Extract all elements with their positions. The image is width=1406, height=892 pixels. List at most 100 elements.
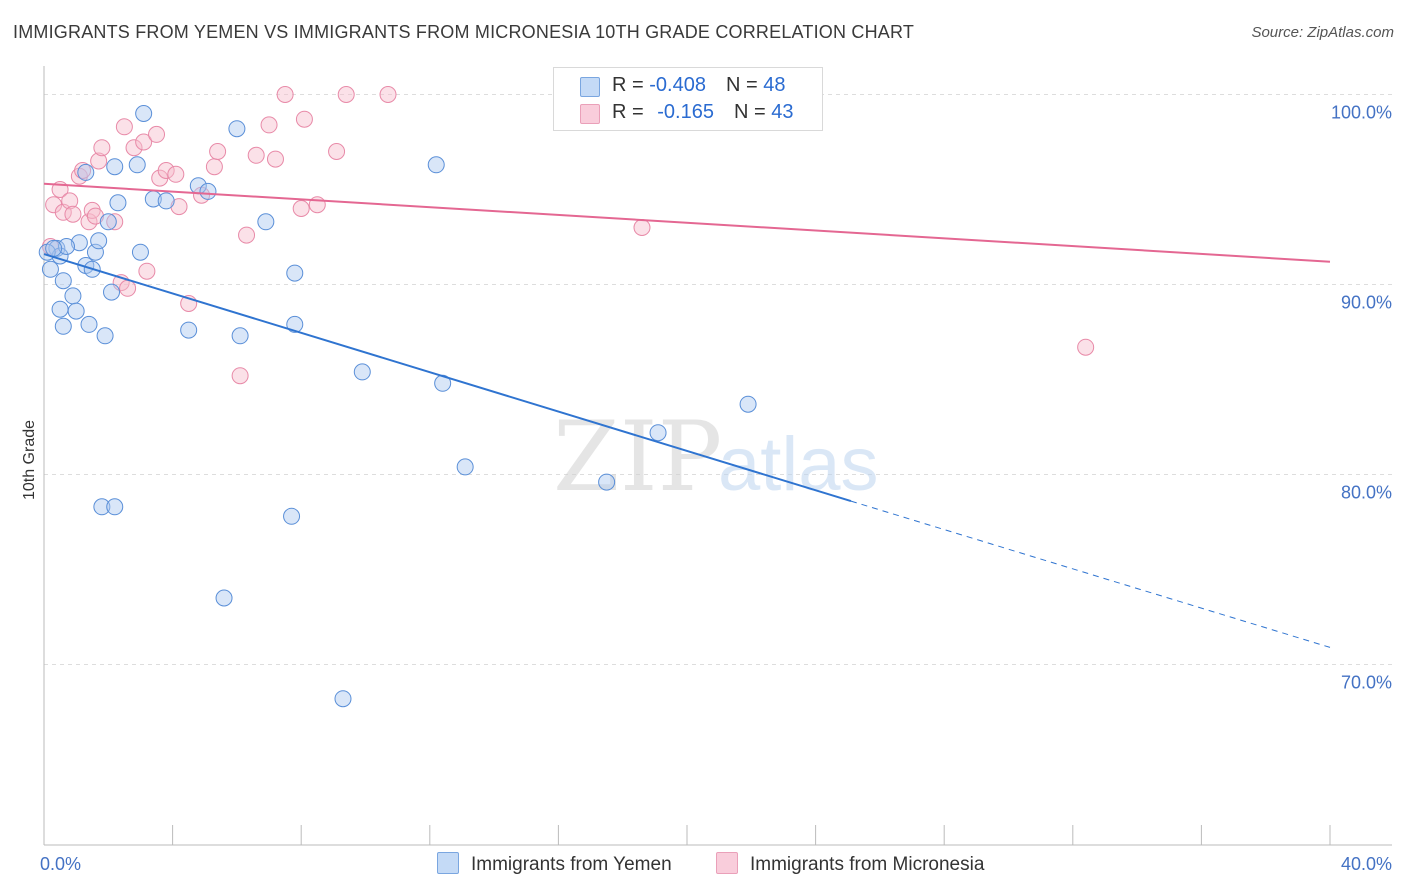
yemen-point	[80, 315, 98, 333]
micronesia-point	[231, 367, 249, 385]
bottom-legend: Immigrants from Yemen Immigrants from Mi…	[0, 852, 1406, 878]
yemen-trend-extension	[850, 500, 1331, 648]
legend-row-micronesia: R = -0.165 N = 43	[554, 101, 822, 127]
yemen-point	[135, 105, 153, 122]
legend-n-value: 43	[771, 101, 794, 123]
micronesia-point	[266, 150, 284, 168]
yemen-point	[128, 156, 146, 174]
micronesia-point	[633, 219, 651, 236]
yemen-point	[64, 287, 82, 305]
yemen-point	[215, 589, 233, 607]
yemen-point	[67, 302, 85, 320]
micronesia-point	[328, 143, 346, 160]
legend-r-label: R =	[612, 101, 650, 123]
yemen-point	[99, 213, 117, 231]
legend: R = -0.408 N = 48 R = -0.165 N = 43	[553, 67, 823, 131]
yemen-point	[286, 264, 304, 282]
yemen-point	[106, 498, 124, 516]
yemen-point	[106, 158, 124, 176]
bottom-legend-swatch-micronesia	[716, 852, 738, 874]
yemen-point	[180, 321, 198, 339]
bottom-legend-yemen: Immigrants from Yemen	[437, 852, 672, 876]
yemen-point	[41, 260, 59, 278]
yemen-point	[93, 498, 111, 516]
yemen-point	[131, 243, 149, 261]
micronesia-point	[260, 116, 278, 134]
y-tick-label: 90.0%	[1341, 293, 1392, 313]
micronesia-point	[292, 200, 310, 217]
micronesia-point	[295, 110, 313, 128]
micronesia-point	[83, 201, 101, 219]
micronesia-point	[106, 213, 124, 231]
micronesia-point	[93, 139, 111, 157]
bottom-legend-micronesia: Immigrants from Micronesia	[716, 852, 984, 876]
trend-lines	[43, 182, 1331, 648]
micronesia-point	[205, 158, 223, 176]
yemen-point	[353, 363, 371, 381]
micronesia-point	[209, 143, 227, 160]
micronesia-point	[119, 279, 137, 297]
legend-n-label: N =	[725, 74, 764, 96]
yemen-point	[77, 163, 95, 181]
micronesia-point	[80, 213, 98, 231]
yemen-point	[86, 243, 104, 261]
x-tick-label: 40.0%	[1341, 854, 1392, 874]
micronesia-point	[125, 139, 143, 157]
legend-swatch-yemen	[580, 77, 600, 97]
legend-swatch-micronesia	[580, 104, 600, 124]
yemen-point	[51, 300, 69, 318]
y-tick-label: 80.0%	[1341, 483, 1392, 503]
yemen-point	[228, 120, 246, 138]
yemen-point	[598, 473, 616, 491]
yemen-point	[427, 156, 445, 174]
watermark-zip: ZIP	[553, 401, 722, 513]
source-label: Source: ZipAtlas.com	[1251, 24, 1394, 41]
micronesia-point	[90, 152, 108, 170]
micronesia-point	[379, 86, 397, 103]
bottom-legend-label-yemen: Immigrants from Yemen	[471, 854, 672, 875]
bottom-legend-swatch-yemen	[437, 852, 459, 874]
yemen-point	[199, 182, 217, 200]
legend-n-label: N =	[733, 101, 772, 123]
series-yemen-points	[38, 105, 757, 708]
micronesia-point	[64, 205, 82, 223]
chart-title: IMMIGRANTS FROM YEMEN VS IMMIGRANTS FROM…	[13, 22, 915, 42]
yemen-point	[109, 194, 127, 212]
micronesia-trend-line	[43, 182, 1331, 263]
micronesia-point	[1077, 338, 1095, 356]
y-tick-label: 70.0%	[1341, 673, 1392, 693]
yemen-point	[286, 315, 304, 333]
x-tick-label: 0.0%	[40, 854, 81, 874]
yemen-point	[231, 327, 249, 345]
yemen-point	[283, 507, 301, 525]
yemen-point	[58, 238, 76, 255]
yemen-point	[157, 192, 175, 210]
legend-r-value: -0.165	[657, 101, 714, 123]
yemen-point	[54, 272, 72, 290]
yemen-point	[70, 234, 88, 252]
micronesia-point	[337, 86, 355, 103]
yemen-point	[45, 239, 63, 257]
yemen-point	[103, 283, 121, 301]
micronesia-point	[138, 262, 156, 280]
yemen-point	[334, 690, 352, 708]
micronesia-point	[167, 165, 185, 183]
yemen-point	[257, 213, 275, 231]
yemen-point	[96, 327, 114, 345]
micronesia-point	[61, 192, 79, 210]
legend-r-label: R =	[612, 74, 650, 96]
micronesia-point	[135, 133, 153, 151]
micronesia-point	[247, 146, 265, 164]
yemen-point	[649, 424, 667, 442]
micronesia-point	[238, 226, 256, 244]
micronesia-point	[157, 162, 175, 179]
y-tick-label: 100.0%	[1331, 103, 1392, 123]
yemen-point	[739, 395, 757, 413]
axes	[43, 66, 1392, 846]
micronesia-point	[74, 162, 92, 179]
micronesia-point	[170, 198, 188, 216]
legend-row-yemen: R = -0.408 N = 48	[554, 74, 822, 100]
watermark: ZIP atlas	[553, 401, 879, 513]
yemen-point	[54, 317, 72, 335]
yemen-point	[90, 232, 108, 250]
